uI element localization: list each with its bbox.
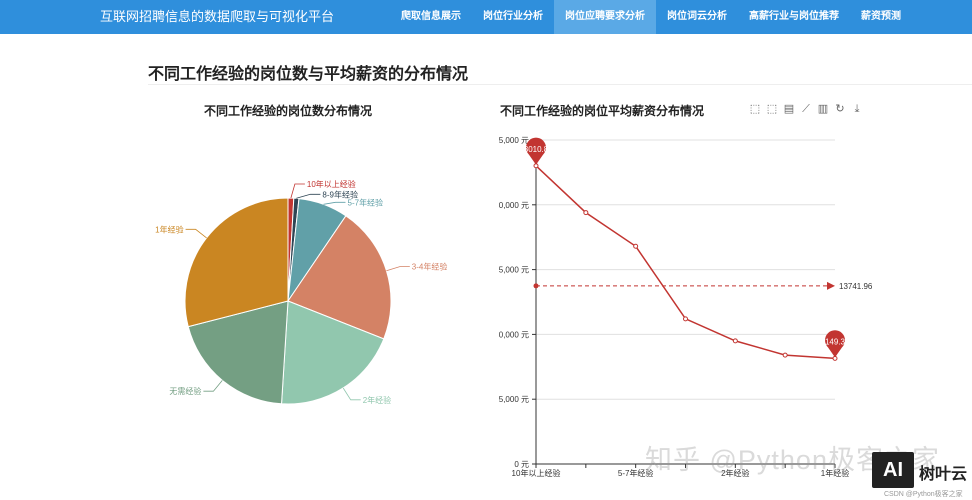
nav-item-industry-analysis[interactable]: 岗位行业分析	[483, 11, 543, 22]
pie-slice[interactable]	[187, 300, 289, 405]
salary-point[interactable]	[583, 210, 589, 216]
nav-item-crawl-display[interactable]: 爬取信息展示	[401, 11, 461, 22]
pie-slice-label: 2年经验	[363, 395, 391, 405]
pie-slice-label: 无需经验	[169, 386, 201, 396]
pie-slice-label: 5-7年经验	[348, 197, 384, 207]
save-image-icon[interactable]: ⤓	[854, 102, 860, 115]
x-tick-label: 1年经验	[821, 468, 849, 478]
pie-slice[interactable]	[280, 300, 385, 405]
nav-item-high-salary-recommend[interactable]: 高薪行业与岗位推荐	[749, 11, 839, 22]
nav-item-wordcloud-analysis[interactable]: 岗位词云分析	[667, 11, 727, 22]
pie-slice-label: 3-4年经验	[412, 262, 448, 272]
pie-label-line	[386, 266, 410, 272]
pie-slice[interactable]	[184, 197, 289, 328]
line-switch-icon[interactable]: ⟋	[802, 102, 810, 115]
average-label: 13741.96	[839, 282, 873, 291]
min-markpoint	[824, 330, 846, 358]
pie-label-line	[203, 380, 223, 392]
y-tick-label: 5,000 元	[499, 136, 529, 145]
x-tick-label: 2年经验	[721, 468, 749, 478]
average-arrow	[827, 281, 835, 290]
line-chart-group: 0 元 5,000 元 0,000 元 5,000 元 0,000 元 5,000 元 10…	[499, 136, 873, 478]
pie-label-line	[185, 228, 207, 239]
line-chart-title: 不同工作经验的岗位平均薪资分布情况	[500, 104, 705, 118]
y-tick-label: 5,000 元	[499, 266, 529, 275]
salary-point[interactable]	[683, 316, 688, 322]
salary-point[interactable]	[732, 338, 738, 344]
pie-label-line	[323, 201, 346, 205]
logo-text: 树叶云	[919, 466, 968, 483]
top-navbar: 互联网招聘信息的数据爬取与可视化平台 爬取信息展示 岗位行业分析 岗位应聘要求分…	[0, 0, 972, 34]
restore-icon[interactable]: ↻	[835, 102, 845, 115]
nav-menu: 爬取信息展示 岗位行业分析 岗位应聘要求分析 岗位词云分析 高薪行业与岗位推荐 …	[390, 0, 912, 34]
pie-chart-title: 不同工作经验的岗位数分布情况	[204, 104, 373, 118]
nav-item-salary-prediction[interactable]: 薪资预测	[861, 11, 901, 22]
y-tick-label: 0,000 元	[499, 201, 529, 210]
zoom-area-icon[interactable]: ⬚	[749, 102, 761, 115]
salary-series-line	[535, 165, 836, 360]
max-markpoint	[526, 137, 546, 165]
pie-label-line	[296, 193, 321, 199]
data-view-icon[interactable]: ▤	[783, 102, 795, 115]
zoom-reset-icon[interactable]: ⬚	[766, 102, 778, 115]
pie-slice[interactable]	[287, 215, 392, 340]
pie-slice-label: 1年经验	[155, 224, 183, 234]
pie-label-line	[342, 387, 361, 401]
salary-point[interactable]	[633, 243, 639, 249]
x-tick-label: 5-7年经验	[618, 468, 654, 478]
brand-title[interactable]: 互联网招聘信息的数据爬取与可视化平台	[100, 9, 335, 24]
csdn-credit: CSDN @Python极客之家	[884, 491, 963, 498]
chart-toolbox: ⬚ ⬚ ▤ ⟋ ▥ ↻ ⤓	[748, 102, 864, 116]
page-title: 不同工作经验的岗位数与平均薪资的分布情况	[148, 66, 469, 83]
logo-badge: AI	[872, 452, 914, 488]
y-tick-label: 0 元	[514, 460, 529, 469]
y-tick-label: 5,000 元	[499, 395, 529, 404]
pie-slice-label: 8-9年经验	[322, 189, 358, 199]
salary-point[interactable]	[782, 352, 788, 358]
max-markpoint-label: 23010.85	[519, 145, 553, 154]
title-divider	[148, 84, 972, 85]
min-markpoint-label: 8149.32	[821, 337, 850, 346]
pie-label-line	[290, 183, 305, 199]
bar-switch-icon[interactable]: ▥	[817, 102, 829, 115]
nav-item-requirement-analysis[interactable]: 岗位应聘要求分析	[554, 0, 656, 34]
y-tick-label: 0,000 元	[499, 330, 529, 339]
x-tick-label: 10年以上经验	[512, 468, 561, 478]
pie-slice-label: 10年以上经验	[307, 179, 356, 189]
